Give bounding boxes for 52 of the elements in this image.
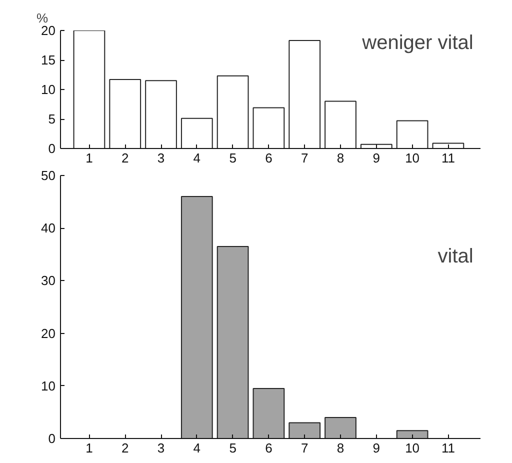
x-tick-label: 10 (405, 440, 420, 456)
y-tick-label: 0 (48, 141, 56, 156)
x-tick-label: 9 (372, 150, 380, 166)
x-tick-label: 8 (336, 440, 344, 456)
y-tick-label: 50 (41, 168, 56, 183)
y-axis-title: % (36, 10, 48, 26)
bar (180, 118, 213, 148)
y-tick-label: 20 (41, 23, 56, 38)
bar (180, 196, 213, 438)
x-tick-label: 7 (300, 440, 308, 456)
x-tick-label: 11 (441, 150, 455, 166)
x-tick-label: 6 (265, 150, 272, 166)
bar (109, 78, 142, 148)
bar (432, 142, 464, 148)
x-tick-label: 7 (300, 150, 308, 166)
y-tick-label: 0 (48, 431, 56, 446)
bar (73, 30, 106, 148)
bar (216, 246, 249, 438)
x-tick-label: 3 (157, 150, 165, 166)
x-tick-label: 2 (122, 440, 129, 456)
x-tick-label: 5 (229, 150, 236, 166)
bar (145, 80, 177, 148)
y-tick-label: 5 (48, 112, 56, 126)
bar (288, 40, 321, 148)
bar (396, 120, 428, 148)
y-tick-label: 15 (41, 52, 56, 68)
bar (216, 75, 249, 148)
y-tick-label: 20 (41, 326, 56, 341)
x-tick-label: 3 (157, 440, 165, 456)
x-tick-label: 4 (193, 150, 201, 166)
y-tick-label: 40 (41, 220, 56, 236)
x-tick-label: 11 (441, 440, 455, 456)
y-tick-label: 10 (41, 378, 56, 394)
bar (324, 416, 356, 438)
x-tick-label: 1 (86, 440, 93, 456)
bar (252, 388, 285, 438)
x-tick-label: 10 (405, 150, 420, 166)
x-tick-label: 2 (122, 150, 129, 166)
bar (288, 422, 321, 438)
x-tick-label: 5 (229, 440, 236, 456)
annotation: vital (438, 246, 474, 268)
x-tick-label: 9 (372, 440, 380, 456)
x-tick-label: 8 (336, 150, 344, 166)
x-tick-label: 4 (193, 440, 201, 456)
x-tick-label: 1 (86, 150, 93, 166)
bar (252, 107, 285, 148)
bar (324, 100, 356, 148)
annotation: weniger vital (361, 32, 474, 54)
bar (396, 430, 428, 438)
y-tick-label: 10 (41, 82, 56, 97)
x-tick-label: 6 (265, 440, 272, 456)
y-tick-label: 30 (41, 273, 56, 288)
